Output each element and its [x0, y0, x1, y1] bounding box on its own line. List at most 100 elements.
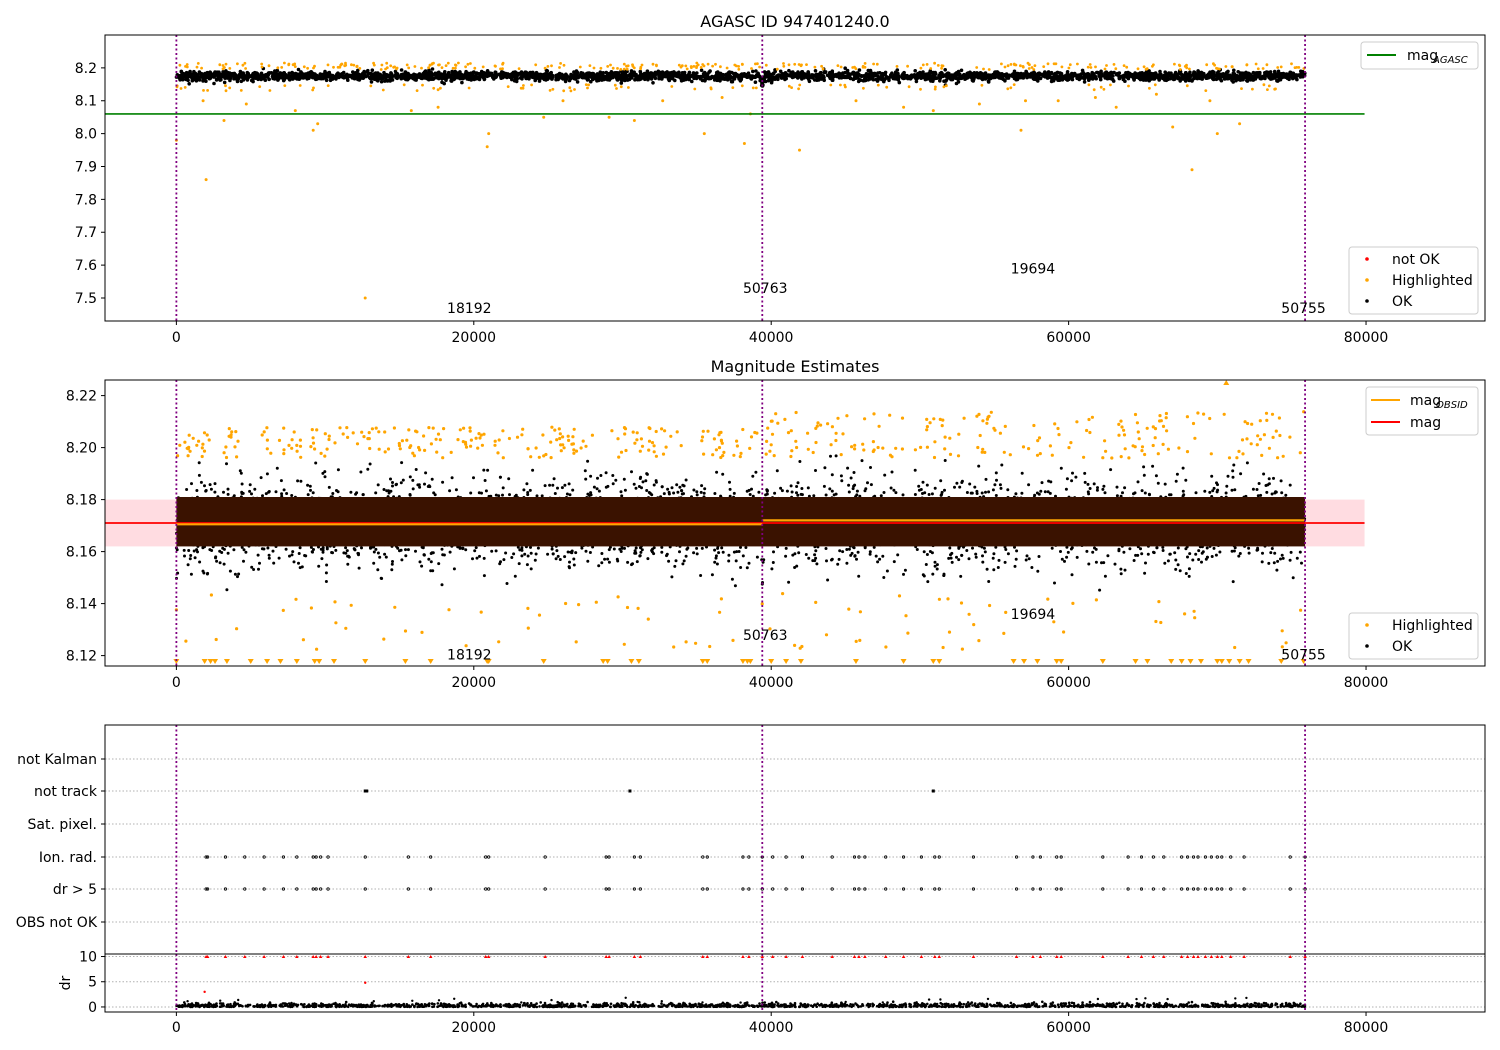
- ok-point: [418, 560, 422, 564]
- ok-point: [1281, 556, 1285, 560]
- ok-point: [965, 71, 969, 76]
- ok-point: [572, 557, 576, 561]
- ok-point: [1090, 77, 1095, 81]
- ok-point: [1115, 71, 1120, 76]
- ok-point: [1078, 74, 1083, 79]
- ok-point: [780, 73, 784, 77]
- highlighted-point: [702, 132, 706, 136]
- ok-point: [1015, 71, 1020, 76]
- ok-point: [296, 67, 301, 72]
- ok-point: [1031, 75, 1035, 79]
- ok-point: [595, 72, 600, 76]
- ok-point: [582, 73, 586, 77]
- ok-point: [660, 77, 664, 81]
- ok-point: [1244, 75, 1249, 80]
- ok-point: [1088, 487, 1092, 490]
- ok-point: [1066, 550, 1070, 554]
- highlighted-point: [907, 85, 911, 89]
- ok-point: [245, 73, 249, 78]
- ok-point: [1258, 76, 1262, 81]
- ok-point: [798, 460, 802, 463]
- highlighted-point: [457, 61, 460, 65]
- ok-point: [1103, 71, 1107, 75]
- ok-point: [575, 80, 580, 84]
- highlighted-point: [1089, 66, 1093, 69]
- highlighted-point: [223, 66, 226, 69]
- ok-point: [660, 73, 665, 77]
- ok-point: [918, 70, 922, 75]
- ok-point: [1256, 73, 1261, 77]
- ok-point: [1272, 561, 1276, 565]
- ok-point: [267, 77, 271, 82]
- ok-point: [1113, 562, 1117, 566]
- highlighted-point: [1154, 92, 1158, 96]
- ok-point: [482, 574, 486, 578]
- ok-point: [550, 547, 554, 551]
- ok-point: [914, 79, 919, 84]
- highlighted-point: [287, 63, 291, 67]
- ok-point: [895, 77, 900, 82]
- legend-marker: [1365, 278, 1369, 282]
- ok-point: [1221, 72, 1226, 76]
- ok-point: [622, 74, 627, 78]
- ok-point: [883, 473, 887, 477]
- highlighted-point: [384, 67, 387, 71]
- highlighted-point: [1273, 87, 1277, 91]
- ok-point: [226, 70, 230, 75]
- ok-point: [1126, 72, 1131, 77]
- ok-point: [324, 74, 328, 78]
- ok-point: [994, 471, 998, 475]
- highlighted-point: [1067, 66, 1071, 70]
- legend-label: OK: [1392, 294, 1413, 310]
- highlighted-point: [421, 83, 424, 87]
- highlighted-point: [798, 83, 802, 87]
- highlighted-point: [522, 84, 525, 87]
- highlighted-point: [863, 62, 867, 65]
- ok-point: [625, 78, 630, 82]
- highlighted-point: [548, 89, 552, 92]
- highlighted-point: [283, 84, 287, 87]
- ok-point: [1119, 567, 1123, 571]
- highlighted-point: [756, 62, 759, 66]
- highlighted-point: [1230, 65, 1234, 69]
- ok-point: [460, 73, 464, 77]
- ok-point: [477, 491, 481, 495]
- highlighted-point: [942, 85, 946, 89]
- ok-point: [953, 76, 958, 80]
- ok-point: [1246, 72, 1251, 77]
- highlighted-point: [446, 61, 450, 65]
- highlighted-point: [517, 67, 521, 70]
- ok-point: [818, 73, 822, 78]
- ok-point: [584, 549, 588, 553]
- ok-point: [369, 73, 374, 77]
- ok-point: [623, 78, 627, 83]
- ok-point: [1053, 76, 1057, 81]
- ok-point: [1003, 79, 1007, 83]
- ok-point: [817, 76, 822, 80]
- ok-point: [614, 478, 618, 482]
- ok-point: [517, 562, 521, 566]
- ok-point: [644, 479, 648, 483]
- ok-point: [324, 78, 329, 83]
- highlighted-point: [709, 87, 713, 91]
- ok-point: [751, 69, 755, 74]
- highlighted-point: [1088, 63, 1092, 66]
- ok-point: [1300, 561, 1303, 565]
- ok-point: [376, 77, 381, 81]
- highlighted-point: [750, 67, 753, 70]
- ok-point: [800, 487, 804, 490]
- ok-point: [576, 74, 580, 79]
- ok-point: [1000, 463, 1004, 467]
- ok-point: [838, 549, 842, 553]
- highlighted-point: [546, 65, 550, 68]
- legend-marker: [1365, 299, 1369, 303]
- ok-point: [843, 70, 847, 75]
- ok-point: [1128, 547, 1132, 551]
- ok-point: [986, 73, 991, 77]
- ok-point: [999, 75, 1004, 79]
- ok-point: [1064, 74, 1069, 79]
- highlighted-point: [1148, 86, 1151, 90]
- ok-point: [890, 470, 894, 474]
- ok-point: [281, 76, 286, 81]
- ok-point: [271, 549, 275, 553]
